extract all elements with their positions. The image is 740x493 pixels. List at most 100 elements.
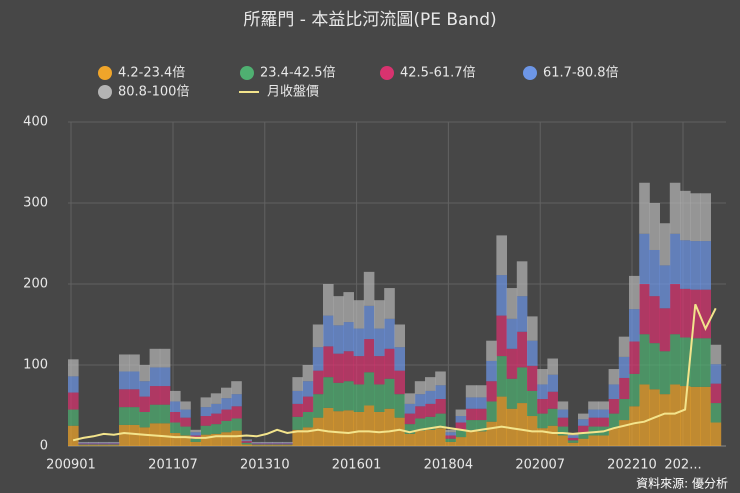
- band-step: [343, 410, 354, 446]
- legend-label: 80.8-100倍: [118, 85, 189, 100]
- band-step: [312, 370, 324, 395]
- band-step: [690, 386, 701, 446]
- band-step: [363, 305, 375, 340]
- band-step: [527, 316, 538, 341]
- band-step: [425, 390, 436, 404]
- band-step: [292, 403, 303, 417]
- band-step: [129, 354, 140, 372]
- band-step: [241, 444, 252, 446]
- band-step: [669, 233, 681, 284]
- band-step: [690, 289, 701, 339]
- band-step: [129, 407, 140, 425]
- band-step: [261, 443, 273, 445]
- band-step: [210, 424, 222, 434]
- band-step: [445, 435, 456, 439]
- band-step: [608, 369, 620, 385]
- band-step: [455, 422, 467, 430]
- band-step: [149, 386, 161, 405]
- band-step: [98, 443, 110, 445]
- band-step: [404, 424, 416, 434]
- band-step: [476, 385, 487, 398]
- band-step: [516, 403, 528, 446]
- band-step: [608, 384, 620, 400]
- band-step: [323, 315, 334, 347]
- band-step: [598, 417, 609, 427]
- band-step: [353, 384, 365, 412]
- band-step: [608, 399, 620, 414]
- band-step: [700, 289, 711, 339]
- band-step: [680, 288, 691, 338]
- band-step: [353, 300, 365, 329]
- band-step: [231, 418, 242, 431]
- band-step: [649, 203, 660, 250]
- band-step: [557, 426, 569, 436]
- band-step: [363, 372, 375, 406]
- band-step: [241, 439, 252, 441]
- band-step: [272, 443, 283, 445]
- band-step: [200, 434, 212, 446]
- band-step: [506, 318, 518, 349]
- band-step: [465, 431, 477, 446]
- band-step: [353, 328, 365, 357]
- band-step: [608, 428, 620, 446]
- band-step: [588, 401, 599, 410]
- y-tick-label: 300: [23, 196, 48, 211]
- band-step: [302, 381, 314, 397]
- legend-swatch: [98, 66, 112, 80]
- band-step: [292, 429, 303, 446]
- band-step: [108, 445, 120, 446]
- band-step: [537, 369, 548, 385]
- band-step: [394, 347, 405, 371]
- band-step: [629, 373, 640, 407]
- band-step: [333, 382, 344, 412]
- band-step: [435, 428, 446, 446]
- band-step: [700, 193, 711, 242]
- band-step: [251, 443, 263, 445]
- band-step: [496, 235, 507, 276]
- band-step: [486, 360, 497, 382]
- band-step: [200, 407, 212, 417]
- band-step: [282, 444, 293, 446]
- band-step: [282, 442, 293, 444]
- band-step: [578, 419, 589, 426]
- band-step: [221, 432, 232, 446]
- band-step: [680, 386, 691, 446]
- band-step: [210, 433, 222, 446]
- band-step: [363, 405, 375, 446]
- band-step: [241, 442, 252, 445]
- band-step: [618, 377, 630, 400]
- band-step: [394, 394, 405, 418]
- band-step: [465, 385, 477, 398]
- band-step: [68, 376, 79, 393]
- band-step: [618, 336, 630, 357]
- band-step: [527, 365, 538, 391]
- band-step: [68, 409, 79, 426]
- band-step: [394, 417, 405, 446]
- band-step: [414, 430, 426, 446]
- band-step: [78, 442, 89, 444]
- band-step: [180, 417, 191, 427]
- band-step: [639, 284, 650, 335]
- band-step: [119, 407, 130, 425]
- band-step: [149, 404, 161, 424]
- band-step: [639, 384, 650, 446]
- band-step: [159, 423, 171, 446]
- x-tick-label: 202...: [664, 458, 701, 473]
- band-step: [588, 426, 599, 436]
- band-step: [669, 334, 681, 385]
- band-step: [578, 432, 589, 439]
- band-step: [323, 346, 334, 378]
- band-step: [649, 249, 660, 297]
- band-step: [108, 444, 120, 446]
- band-step: [414, 381, 426, 395]
- band-step: [680, 337, 691, 387]
- band-step: [68, 392, 79, 410]
- band-step: [272, 442, 283, 444]
- band-step: [333, 353, 344, 383]
- band-step: [414, 394, 426, 407]
- band-step: [384, 348, 395, 379]
- band-step: [200, 425, 212, 435]
- band-step: [639, 182, 650, 234]
- band-step: [119, 424, 130, 446]
